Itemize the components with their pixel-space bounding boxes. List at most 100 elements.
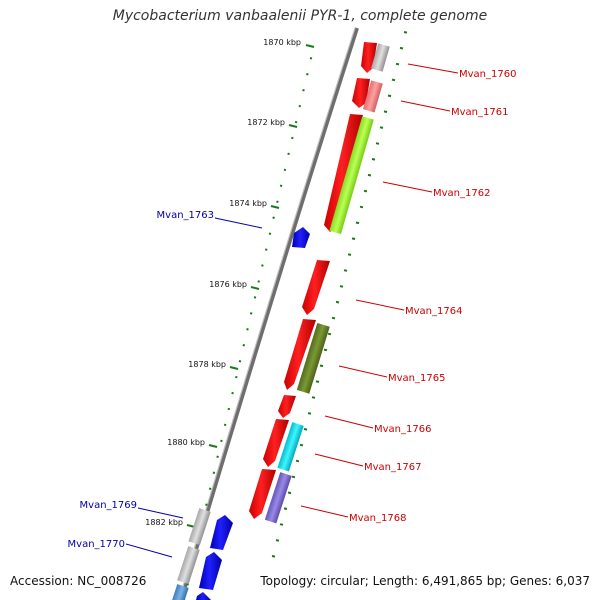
kbp-tick: [288, 124, 298, 128]
gene-label-mvan-1766[interactable]: Mvan_1766: [374, 424, 431, 435]
kbp-label: 1880 kbp: [167, 438, 205, 447]
tick-mark: [355, 221, 360, 225]
tick-mark: [261, 264, 264, 267]
tick-mark: [287, 491, 292, 495]
kbp-label: 1874 kbp: [229, 199, 267, 208]
tick-mark: [276, 200, 279, 204]
leader-mvan-1770: [125, 543, 173, 558]
tick-mark: [279, 523, 284, 526]
cds-arrow-mvan-1769[interactable]: [210, 515, 233, 550]
gene-labels: Mvan_1760 Mvan_1761 Mvan_1762 Mvan_1763 …: [68, 69, 517, 550]
gene-label-mvan-1762[interactable]: Mvan_1762: [433, 188, 490, 199]
kbp-tick: [229, 366, 239, 370]
kbp-label: 1882 kbp: [145, 518, 183, 527]
tick-mark: [311, 396, 316, 399]
gene-label-mvan-1765[interactable]: Mvan_1765: [388, 373, 445, 384]
tick-mark: [227, 407, 231, 411]
feature-pink[interactable]: [362, 80, 383, 113]
feature-gray[interactable]: [371, 43, 390, 72]
feature-steelblue[interactable]: [171, 584, 189, 600]
cds-arrow-mvan-1770[interactable]: [199, 552, 222, 590]
gene-label-mvan-1763[interactable]: Mvan_1763: [157, 210, 214, 221]
tick-mark: [359, 205, 364, 209]
tick-mark: [287, 152, 290, 156]
tick-mark: [186, 583, 189, 586]
feature-olive[interactable]: [296, 322, 330, 394]
tick-mark: [271, 555, 276, 558]
tick-mark: [306, 72, 309, 76]
tick-mark: [299, 443, 304, 447]
tick-mark: [399, 46, 404, 50]
tick-mark: [315, 380, 320, 383]
feature-gray[interactable]: [188, 508, 211, 546]
tick-mark: [205, 503, 208, 506]
tick-mark: [275, 539, 280, 542]
gene-tick-track: [271, 31, 408, 558]
topology-summary: Topology: circular; Length: 6,491,865 bp…: [260, 574, 590, 588]
tick-mark: [319, 364, 324, 368]
cds-arrow-mvan-1763[interactable]: [292, 227, 310, 248]
tick-mark: [379, 126, 384, 129]
kbp-label: 1872 kbp: [247, 118, 285, 127]
feature-cyan[interactable]: [277, 422, 304, 472]
tick-mark: [391, 78, 396, 82]
tick-mark: [216, 455, 219, 459]
feature-gray[interactable]: [177, 546, 200, 585]
gene-label-mvan-1770[interactable]: Mvan_1770: [68, 539, 125, 550]
cds-arrow-mvan-1768[interactable]: [249, 469, 276, 519]
gene-label-mvan-1769[interactable]: Mvan_1769: [80, 500, 137, 511]
tick-mark: [291, 475, 296, 479]
leader-mvan-1769: [137, 507, 184, 519]
tick-mark: [242, 343, 246, 347]
leader-mvan-1760: [407, 63, 459, 74]
tick-mark: [272, 216, 275, 219]
tick-mark: [302, 88, 305, 92]
plus-strand-features: [264, 43, 390, 524]
tick-mark: [335, 300, 340, 304]
cds-arrow-mvan-1762[interactable]: [324, 114, 363, 232]
kbp-tick: [270, 205, 280, 209]
tick-mark: [371, 158, 376, 161]
tick-mark: [220, 439, 223, 443]
gene-label-mvan-1767[interactable]: Mvan_1767: [364, 462, 421, 473]
gene-label-mvan-1760[interactable]: Mvan_1760: [459, 69, 516, 80]
cds-arrow-mvan-1767[interactable]: [263, 419, 289, 467]
kbp-tick: [208, 444, 218, 448]
feature-lime[interactable]: [329, 116, 374, 235]
tick-mark: [257, 280, 260, 283]
leader-mvan-1761: [400, 100, 451, 112]
label-leaders: [125, 63, 459, 558]
tick-mark: [367, 173, 372, 177]
tick-mark: [283, 507, 288, 510]
tick-mark: [327, 332, 332, 336]
gene-label-mvan-1764[interactable]: Mvan_1764: [405, 306, 462, 317]
leader-mvan-1762: [382, 181, 433, 193]
cds-arrow-minus[interactable]: [196, 592, 211, 600]
feature-lavender[interactable]: [264, 472, 292, 524]
cds-arrow-mvan-1765[interactable]: [284, 319, 316, 390]
kbp-tick: [250, 286, 260, 290]
cds-arrow-mvan-1766[interactable]: [278, 395, 296, 418]
leader-mvan-1767: [314, 453, 364, 467]
tick-mark: [363, 189, 368, 193]
tick-mark: [264, 248, 268, 251]
tick-mark: [238, 359, 242, 363]
kbp-label: 1876 kbp: [209, 280, 247, 289]
tick-mark: [235, 375, 238, 379]
cds-arrow-mvan-1764[interactable]: [302, 260, 330, 315]
minus-strand-cds: [171, 227, 310, 600]
gene-label-mvan-1761[interactable]: Mvan_1761: [451, 107, 508, 118]
kbp-tick: [305, 44, 315, 48]
gene-label-mvan-1768[interactable]: Mvan_1768: [349, 513, 406, 524]
leader-mvan-1764: [355, 299, 405, 311]
tick-mark: [387, 94, 392, 98]
tick-mark: [343, 269, 348, 272]
tick-mark: [339, 285, 344, 288]
tick-mark: [309, 57, 313, 60]
tick-mark: [295, 459, 300, 463]
tick-mark: [323, 348, 328, 352]
tick-mark: [383, 110, 388, 113]
tick-mark: [279, 184, 283, 188]
tick-mark: [246, 328, 249, 331]
